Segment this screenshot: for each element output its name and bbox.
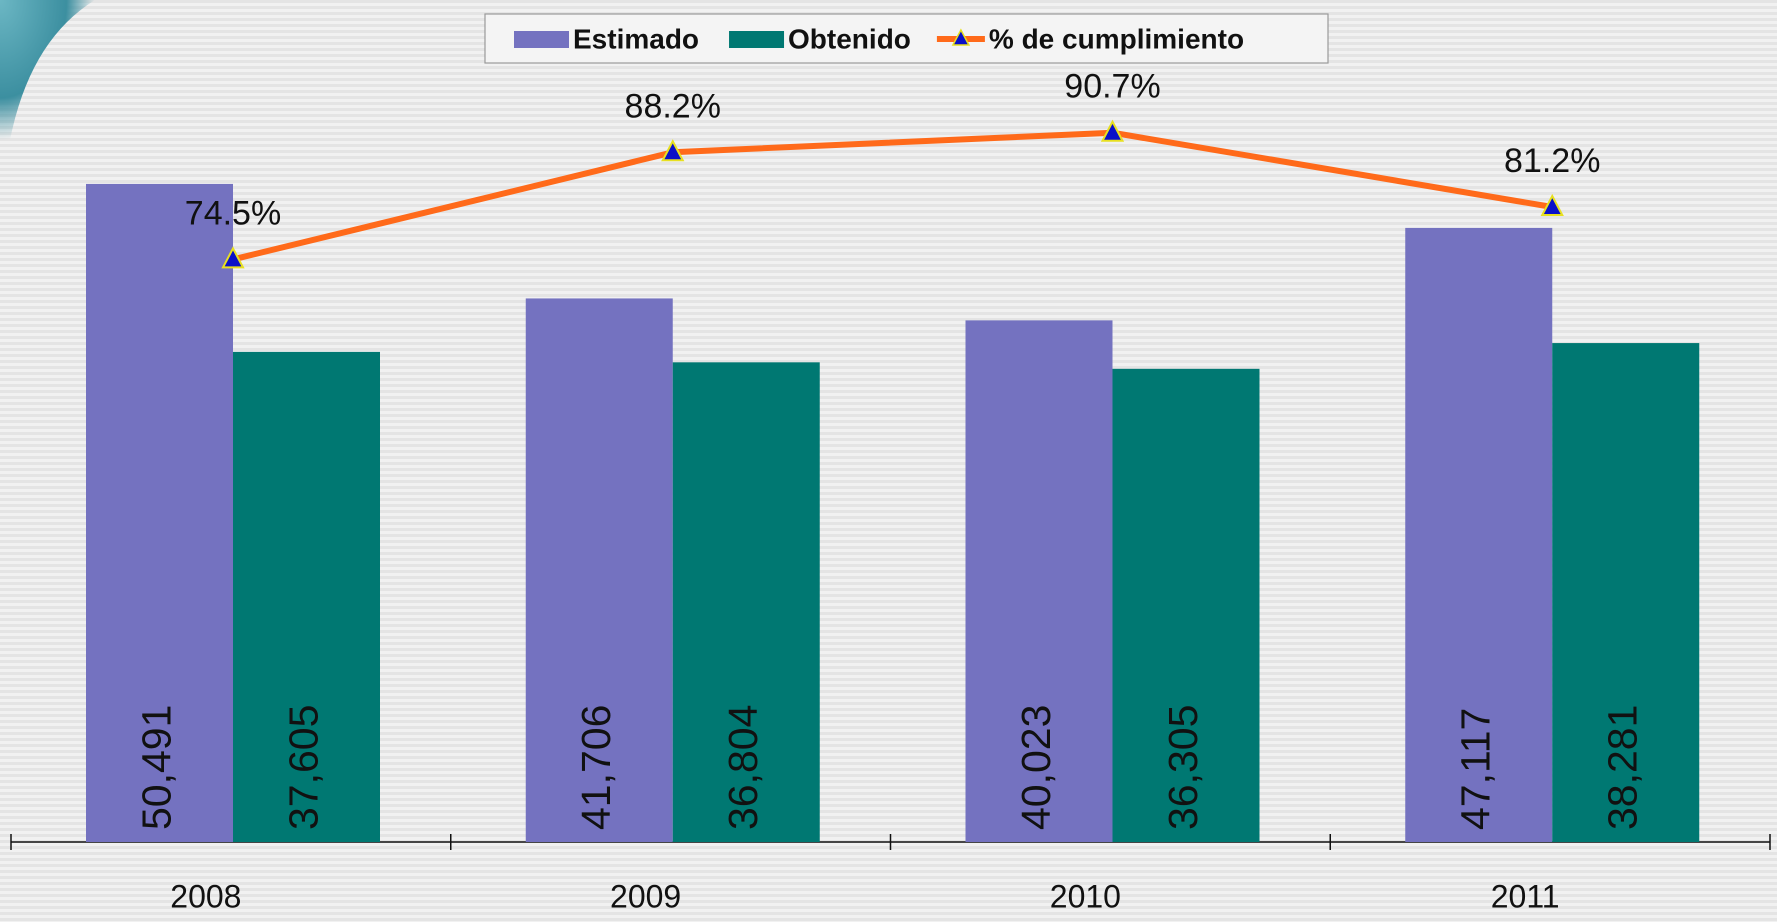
bar (233, 351, 380, 842)
legend-swatch (514, 31, 569, 48)
legend: Estimado Obtenido % de cumplimiento (484, 13, 1329, 64)
legend-box (484, 13, 1329, 64)
data-label: 36,804 (720, 705, 766, 830)
legend-swatch (951, 28, 971, 46)
line-marker (1100, 119, 1125, 142)
data-label: 74.5% (185, 194, 281, 232)
data-label: 90.7% (1064, 68, 1160, 106)
decoration (0, 0, 95, 140)
x-tick-label: 2009 (610, 878, 681, 914)
data-label: 50,491 (133, 705, 179, 830)
bar (1552, 343, 1700, 842)
data-label: 47,117 (1453, 708, 1499, 830)
line-marker (1540, 193, 1564, 217)
data-label: 37,605 (280, 705, 326, 830)
bar (86, 183, 233, 842)
bar (525, 298, 673, 843)
legend-label: Obtenido (788, 23, 911, 54)
legend-label: Estimado (573, 23, 699, 54)
data-label: 38,281 (1600, 705, 1646, 830)
legend-label: % de cumplimiento (989, 23, 1244, 54)
x-tick-label: 2008 (170, 878, 241, 914)
data-label: 81.2% (1504, 142, 1600, 180)
legend-swatch (729, 31, 785, 48)
line-marker (221, 246, 245, 269)
data-label: 41,706 (573, 705, 619, 830)
data-label: 88.2% (625, 87, 721, 125)
line-marker (661, 139, 685, 162)
data-label: 40,023 (1013, 705, 1059, 830)
bar (1405, 227, 1553, 842)
line-series (232, 129, 1553, 263)
x-tick-label: 2011 (1491, 878, 1560, 914)
bar (965, 320, 1113, 842)
bar (1112, 368, 1260, 842)
data-label: 36,305 (1160, 705, 1206, 830)
bar (672, 362, 820, 842)
x-tick-label: 2010 (1050, 878, 1121, 914)
